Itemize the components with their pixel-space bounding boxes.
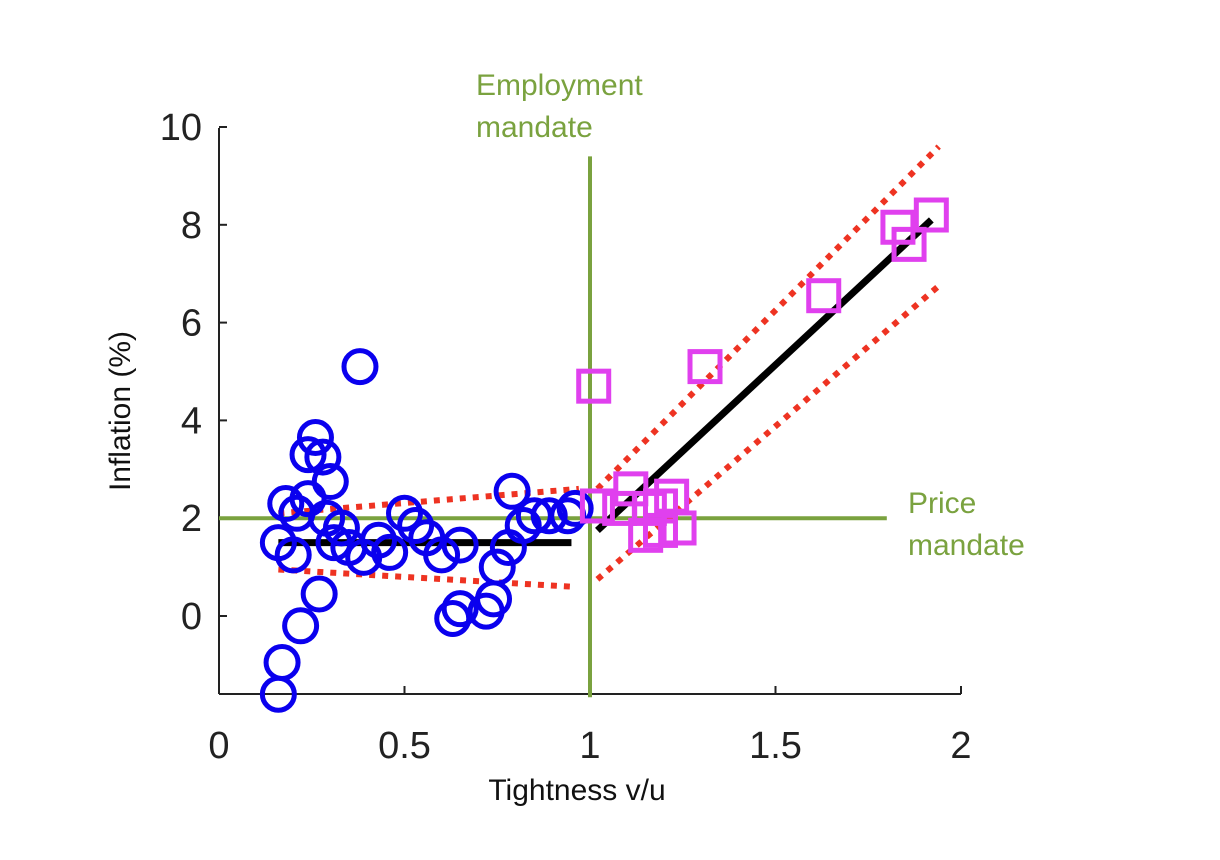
square-marker bbox=[576, 368, 612, 404]
circle-marker bbox=[360, 521, 398, 559]
circle-marker bbox=[423, 536, 461, 574]
price-mandate-label-line1: Price bbox=[908, 487, 976, 520]
square-marker bbox=[891, 226, 927, 262]
circle-marker bbox=[282, 607, 320, 645]
y-ticks: 0 2 4 6 8 10 bbox=[160, 107, 227, 638]
data-markers bbox=[259, 197, 949, 713]
x-ticks: 0 0.5 1 1.5 2 bbox=[208, 686, 972, 767]
x-tick-label: 0.5 bbox=[378, 725, 431, 767]
circle-marker bbox=[263, 643, 301, 681]
circle-marker bbox=[274, 536, 312, 574]
circle-marker bbox=[556, 489, 594, 527]
y-tick-label: 8 bbox=[181, 205, 202, 247]
y-tick-label: 10 bbox=[160, 107, 202, 149]
circle-marker bbox=[397, 507, 435, 545]
y-tick-label: 4 bbox=[181, 400, 202, 442]
circle-marker bbox=[341, 348, 379, 386]
circle-marker bbox=[371, 533, 409, 571]
square-marker bbox=[687, 349, 723, 385]
confidence-band-line bbox=[278, 566, 572, 590]
reference-lines bbox=[219, 156, 887, 698]
employment-mandate-annotation: Employment mandate bbox=[476, 69, 643, 144]
axes: 0 0.5 1 1.5 2 0 2 4 6 8 10 bbox=[160, 107, 972, 767]
y-tick-label: 2 bbox=[181, 498, 202, 540]
circle-marker bbox=[530, 497, 568, 535]
square-marker bbox=[661, 510, 697, 546]
square-marker bbox=[913, 197, 949, 233]
circle-marker bbox=[289, 436, 327, 474]
x-tick-label: 0 bbox=[208, 725, 229, 767]
square-marker bbox=[654, 478, 690, 514]
price-mandate-annotation: Price mandate bbox=[908, 487, 1025, 562]
x-axis-title: Tightness v/u bbox=[488, 774, 665, 807]
employment-mandate-label-line2: mandate bbox=[476, 111, 593, 144]
circle-marker bbox=[493, 472, 531, 510]
x-tick-label: 1.5 bbox=[749, 725, 802, 767]
confidence-band-line bbox=[595, 144, 941, 491]
circle-marker bbox=[304, 438, 342, 476]
circle-marker bbox=[311, 463, 349, 501]
circle-marker bbox=[296, 419, 334, 457]
x-tick-label: 1 bbox=[579, 725, 600, 767]
circle-marker bbox=[300, 575, 338, 613]
y-axis-title: Inflation (%) bbox=[104, 331, 137, 491]
circle-marker bbox=[441, 526, 479, 564]
price-mandate-label-line2: mandate bbox=[908, 529, 1025, 562]
square-marker bbox=[579, 488, 615, 524]
circle-marker bbox=[386, 494, 423, 532]
circle-marker bbox=[549, 497, 587, 535]
fit-line bbox=[595, 217, 934, 533]
circle-marker bbox=[434, 599, 472, 637]
circle-marker bbox=[441, 590, 479, 628]
y-tick-label: 0 bbox=[181, 596, 202, 638]
employment-mandate-label-line1: Employment bbox=[476, 69, 643, 102]
circle-marker bbox=[478, 548, 516, 586]
confidence-band-line bbox=[595, 283, 941, 582]
y-tick-label: 6 bbox=[181, 303, 202, 345]
circle-marker bbox=[267, 485, 305, 523]
circle-marker bbox=[315, 524, 353, 562]
x-tick-label: 2 bbox=[950, 725, 971, 767]
square-marker bbox=[806, 278, 842, 314]
square-marker bbox=[642, 512, 678, 548]
